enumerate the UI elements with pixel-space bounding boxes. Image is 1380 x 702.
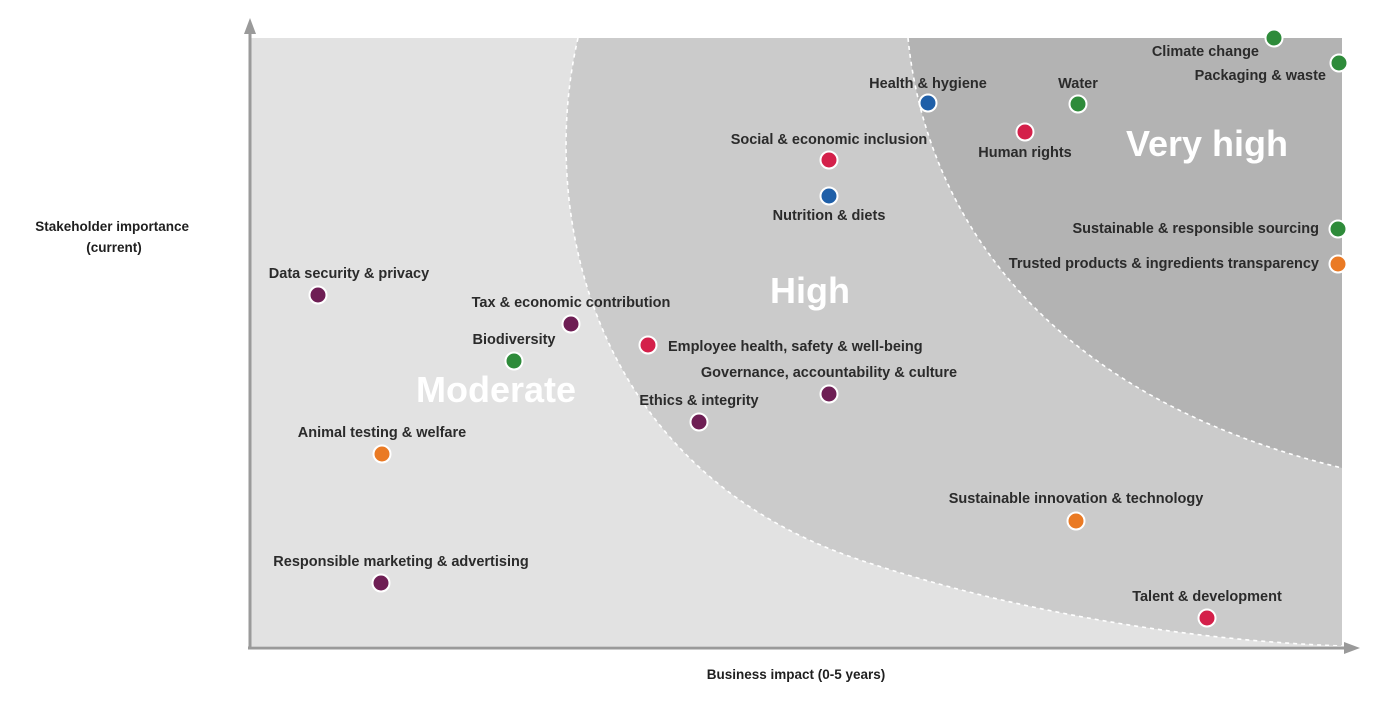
data-point-governance-accountability-and-culture	[819, 384, 839, 404]
data-point-ethics-and-integrity	[689, 412, 709, 432]
data-label-climate-change: Climate change	[1152, 44, 1259, 60]
zone-very-high-area	[908, 38, 1342, 468]
data-point-responsible-marketing-and-advertising	[371, 573, 391, 593]
data-label-data-security-and-privacy: Data security & privacy	[269, 266, 429, 282]
data-label-human-rights: Human rights	[978, 145, 1071, 161]
data-label-health-and-hygiene: Health & hygiene	[869, 76, 987, 92]
data-point-employee-health-safety-and-well-being	[638, 335, 658, 355]
data-label-governance-accountability-and-culture: Governance, accountability & culture	[701, 365, 957, 381]
data-label-water: Water	[1058, 76, 1098, 92]
data-label-responsible-marketing-and-advertising: Responsible marketing & advertising	[273, 554, 528, 570]
data-label-trusted-products-and-ingredients-transparency: Trusted products & ingredients transpare…	[1009, 256, 1319, 272]
data-point-sustainable-innovation-and-technology	[1066, 511, 1086, 531]
data-points: Climate change Packaging & waste Health & …	[269, 28, 1349, 628]
data-point-trusted-products-and-ingredients-transparency	[1328, 254, 1348, 274]
data-point-data-security-and-privacy	[308, 285, 328, 305]
data-label-animal-testing-and-welfare: Animal testing & welfare	[298, 425, 466, 441]
zone-label-high: High	[770, 270, 850, 311]
data-label-biodiversity: Biodiversity	[473, 332, 556, 348]
data-point-sustainable-and-responsible-sourcing	[1328, 219, 1348, 239]
data-label-sustainable-innovation-and-technology: Sustainable innovation & technology	[949, 491, 1204, 507]
data-label-ethics-and-integrity: Ethics & integrity	[639, 393, 758, 409]
data-label-social-and-economic-inclusion: Social & economic inclusion	[731, 132, 928, 148]
zone-label-very-high: Very high	[1126, 123, 1288, 164]
x-axis-arrow-icon	[1344, 642, 1360, 654]
data-point-talent-and-development	[1197, 608, 1217, 628]
y-axis-title: Stakeholder importance (current)	[35, 219, 193, 255]
data-label-nutrition-and-diets: Nutrition & diets	[773, 208, 886, 224]
y-axis-arrow-icon	[244, 18, 256, 34]
data-label-packaging-and-waste: Packaging & waste	[1195, 68, 1326, 84]
data-point-animal-testing-and-welfare	[372, 444, 392, 464]
zone-boundary-very-high	[907, 37, 1343, 469]
data-point-tax-and-economic-contribution	[561, 314, 581, 334]
data-label-employee-health-safety-and-well-being: Employee health, safety & well-being	[668, 339, 923, 355]
y-axis-title-line-1: Stakeholder importance	[35, 219, 189, 234]
data-label-talent-and-development: Talent & development	[1132, 589, 1282, 605]
data-point-health-and-hygiene	[918, 93, 938, 113]
x-axis-title: Business impact (0-5 years)	[707, 667, 886, 682]
data-point-human-rights	[1015, 122, 1035, 142]
zone-boundary-high	[565, 37, 1343, 647]
data-point-packaging-and-waste	[1329, 53, 1349, 73]
data-point-nutrition-and-diets	[819, 186, 839, 206]
data-label-tax-and-economic-contribution: Tax & economic contribution	[472, 295, 671, 311]
data-label-sustainable-and-responsible-sourcing: Sustainable & responsible sourcing	[1072, 221, 1319, 237]
data-point-social-and-economic-inclusion	[819, 150, 839, 170]
y-axis-title-line-2: (current)	[86, 240, 142, 255]
data-point-biodiversity	[504, 351, 524, 371]
data-point-climate-change	[1264, 28, 1284, 48]
zone-label-moderate: Moderate	[416, 369, 576, 410]
data-point-water	[1068, 94, 1088, 114]
